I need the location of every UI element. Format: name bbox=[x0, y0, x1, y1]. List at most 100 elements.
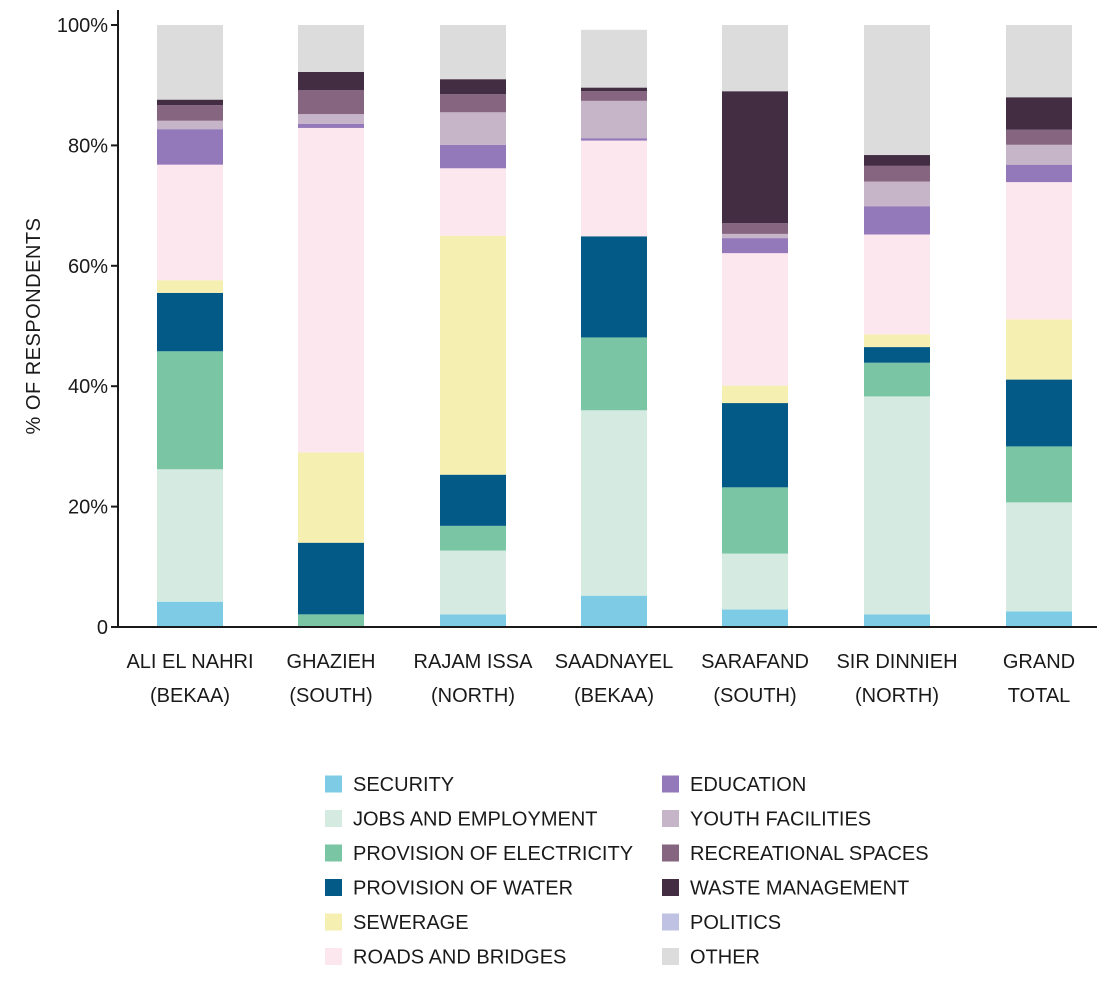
bar-segment-recreational-spaces bbox=[581, 91, 647, 101]
y-tick-label: 80% bbox=[68, 135, 108, 157]
x-category-label: SIR DINNIEH (NORTH) bbox=[836, 651, 957, 707]
bar-segment-waste-management bbox=[864, 155, 930, 166]
bar-segment-youth-facilities bbox=[581, 100, 647, 139]
legend-swatch bbox=[662, 879, 679, 896]
legend-swatch bbox=[662, 810, 679, 827]
bar-segment-other bbox=[581, 29, 647, 88]
legend-label: PROVISION OF WATER bbox=[353, 878, 573, 900]
legend-label: ROADS AND BRIDGES bbox=[353, 947, 566, 969]
legend-swatch bbox=[662, 775, 679, 793]
legend-item-provision-of-electricity: PROVISION OF ELECTRICITY bbox=[325, 843, 633, 865]
bar-segment-sewerage bbox=[864, 334, 930, 348]
bar-segment-provision-of-water bbox=[722, 403, 788, 488]
legend-swatch bbox=[325, 913, 342, 931]
y-tick-label: 100% bbox=[57, 15, 108, 37]
bar-segment-security bbox=[722, 609, 788, 627]
bar-segment-provision-of-electricity bbox=[298, 614, 364, 627]
legend-swatch bbox=[662, 948, 679, 965]
bar-segment-other bbox=[864, 25, 930, 156]
bar-segment-sewerage bbox=[298, 452, 364, 543]
legend-label: PROVISION OF ELECTRICITY bbox=[353, 843, 633, 865]
legend-item-sewerage: SEWERAGE bbox=[325, 912, 469, 934]
bar-segment-waste-management bbox=[157, 99, 223, 106]
legend-item-politics: POLITICS bbox=[662, 912, 781, 934]
legend-label: JOBS AND EMPLOYMENT bbox=[353, 809, 598, 831]
bar-segment-security bbox=[581, 595, 647, 627]
bar-segment-jobs-and-employment bbox=[440, 550, 506, 615]
bar-segment-jobs-and-employment bbox=[157, 469, 223, 602]
legend-label: WASTE MANAGEMENT bbox=[690, 878, 909, 900]
bar-segment-provision-of-water bbox=[298, 542, 364, 615]
bar-segment-waste-management bbox=[298, 71, 364, 91]
bar-segment-other bbox=[440, 25, 506, 80]
axes-group: 0 20% 40% 60% 80% 100% % OF RESPONDENTS ALI EL … bbox=[23, 10, 1097, 707]
bar-segment-education bbox=[722, 238, 788, 254]
bars-group bbox=[157, 25, 1072, 627]
bar-segment-education bbox=[157, 129, 223, 165]
x-category-label: SARAFAND (SOUTH) bbox=[701, 651, 809, 707]
bar-segment-recreational-spaces bbox=[1006, 129, 1072, 145]
bar-segment-other bbox=[722, 25, 788, 92]
x-category-label: RAJAM ISSA (NORTH) bbox=[414, 651, 534, 707]
bar-segment-waste-management bbox=[722, 91, 788, 224]
bar-segment-roads-and-bridges bbox=[298, 127, 364, 453]
bar-segment-recreational-spaces bbox=[722, 223, 788, 234]
bar-segment-jobs-and-employment bbox=[1006, 502, 1072, 612]
legend-item-recreational-spaces: RECREATIONAL SPACES bbox=[662, 843, 929, 865]
legend-item-provision-of-water: PROVISION OF WATER bbox=[325, 878, 573, 900]
legend-label: SECURITY bbox=[353, 774, 454, 796]
bar-segment-provision-of-water bbox=[864, 347, 930, 363]
bar-segment-sewerage bbox=[440, 235, 506, 475]
bar-segment-provision-of-electricity bbox=[157, 351, 223, 470]
bar-segment-education bbox=[298, 123, 364, 128]
legend-label: YOUTH FACILITIES bbox=[690, 809, 871, 831]
bar-segment-youth-facilities bbox=[298, 114, 364, 124]
bar-segment-provision-of-water bbox=[1006, 379, 1072, 447]
bar-segment-recreational-spaces bbox=[157, 105, 223, 121]
bar-segment-education bbox=[440, 144, 506, 169]
x-category-label: ALI EL NAHRI (BEKAA) bbox=[126, 651, 253, 707]
legend-item-other: OTHER bbox=[662, 947, 760, 969]
bar-segment-provision-of-electricity bbox=[440, 525, 506, 551]
bar-segment-youth-facilities bbox=[157, 120, 223, 130]
x-category-label: SAADNAYEL (BEKAA) bbox=[555, 651, 674, 707]
y-tick-label: 60% bbox=[68, 256, 108, 278]
bar-segment-youth-facilities bbox=[722, 233, 788, 239]
bar-segment-recreational-spaces bbox=[298, 90, 364, 115]
bar-segment-youth-facilities bbox=[440, 112, 506, 145]
legend-swatch bbox=[325, 810, 342, 827]
bar-segment-waste-management bbox=[440, 79, 506, 95]
bar-segment-jobs-and-employment bbox=[722, 553, 788, 610]
bar-segment-sewerage bbox=[157, 280, 223, 293]
bar-segment-youth-facilities bbox=[864, 181, 930, 207]
legend-label: EDUCATION bbox=[690, 774, 806, 796]
bar-segment-sewerage bbox=[1006, 319, 1072, 380]
y-tick-label: 0 bbox=[97, 617, 108, 639]
bar-segment-other bbox=[1006, 25, 1072, 98]
bar-segment-provision-of-electricity bbox=[1006, 446, 1072, 503]
legend-item-youth-facilities: YOUTH FACILITIES bbox=[662, 809, 871, 831]
legend-item-security: SECURITY bbox=[325, 774, 454, 796]
legend-label: OTHER bbox=[690, 947, 760, 969]
bar-segment-provision-of-electricity bbox=[581, 337, 647, 411]
y-axis-label: % OF RESPONDENTS bbox=[23, 218, 45, 435]
bar-segment-roads-and-bridges bbox=[864, 234, 930, 335]
bar-segment-education bbox=[1006, 164, 1072, 183]
legend-item-education: EDUCATION bbox=[662, 774, 806, 796]
legend-item-jobs-and-employment: JOBS AND EMPLOYMENT bbox=[325, 809, 598, 831]
bar-segment-youth-facilities bbox=[1006, 144, 1072, 165]
bar-segment-provision-of-water bbox=[440, 474, 506, 526]
bar-segment-security bbox=[864, 614, 930, 627]
bar-segment-roads-and-bridges bbox=[581, 140, 647, 237]
bar-segment-waste-management bbox=[1006, 97, 1072, 130]
bar-segment-roads-and-bridges bbox=[1006, 182, 1072, 320]
legend: SECURITY JOBS AND EMPLOYMENT PROVISION OF … bbox=[325, 774, 929, 969]
bar-segment-sewerage bbox=[722, 385, 788, 404]
legend-label: POLITICS bbox=[690, 912, 781, 934]
x-category-label: GRAND TOTAL bbox=[1003, 651, 1075, 707]
legend-item-waste-management: WASTE MANAGEMENT bbox=[662, 878, 909, 900]
bar-segment-security bbox=[440, 614, 506, 627]
bar-segment-provision-of-water bbox=[157, 292, 223, 352]
legend-swatch bbox=[325, 879, 342, 896]
